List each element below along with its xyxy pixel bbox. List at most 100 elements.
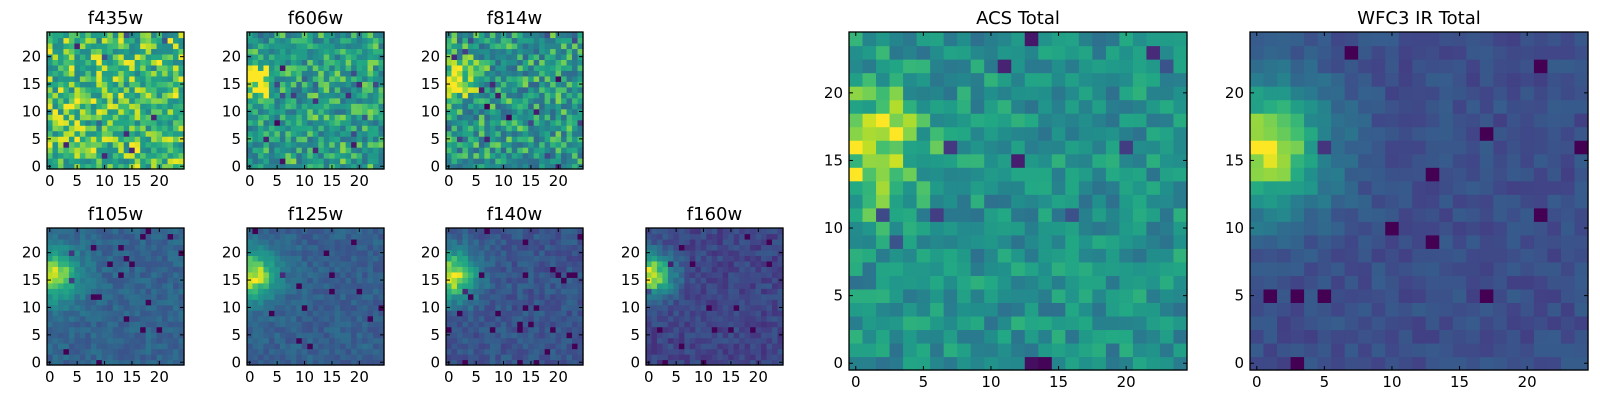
heatmap-cell — [52, 81, 59, 88]
heatmap-cell — [711, 299, 718, 306]
heatmap-cell — [1119, 275, 1134, 290]
heatmap-cell — [362, 266, 369, 273]
heatmap-cell — [85, 315, 92, 322]
heatmap-cell — [577, 337, 584, 344]
heatmap-cell — [500, 244, 507, 251]
heatmap-cell — [140, 32, 147, 39]
heatmap-cell — [90, 81, 97, 88]
heatmap-cell — [1119, 302, 1134, 317]
heatmap-cell — [544, 238, 551, 246]
y-tick-label: 15 — [22, 75, 41, 93]
heatmap-cell — [151, 277, 158, 284]
heatmap-cell — [772, 332, 779, 339]
heatmap-cell — [162, 147, 169, 154]
heatmap-cell — [506, 288, 513, 295]
heatmap-cell — [522, 238, 529, 246]
x-tick-label: 10 — [295, 172, 314, 190]
heatmap-cell — [356, 315, 363, 322]
heatmap-cell — [862, 221, 877, 236]
heatmap-cell — [539, 249, 546, 256]
heatmap-cell — [656, 315, 664, 322]
heatmap-cell — [473, 299, 480, 306]
heatmap-cell — [57, 114, 65, 121]
heatmap-cell — [145, 337, 152, 344]
heatmap-cell — [318, 354, 325, 361]
heatmap-cell — [63, 53, 70, 60]
heatmap-cell — [79, 315, 86, 322]
heatmap-cell — [544, 288, 551, 295]
heatmap-cell — [506, 163, 513, 170]
heatmap-cell — [555, 315, 562, 322]
heatmap-cell — [257, 92, 265, 99]
heatmap-cell — [467, 321, 474, 328]
heatmap-cell — [274, 70, 281, 77]
heatmap-cell — [290, 32, 297, 39]
heatmap-cell — [323, 255, 330, 262]
heatmap-cell — [739, 326, 746, 333]
heatmap-cell — [495, 260, 502, 267]
heatmap-cell — [378, 266, 385, 273]
heatmap-cell — [263, 92, 270, 99]
heatmap-cell — [307, 249, 314, 256]
heatmap-cell — [561, 163, 568, 170]
heatmap-cell — [90, 108, 97, 115]
heatmap-cell — [478, 42, 485, 50]
heatmap-cell — [728, 255, 735, 262]
heatmap-cell — [700, 326, 707, 333]
heatmap-cell — [678, 244, 685, 251]
heatmap-cell — [63, 103, 70, 110]
heatmap-cell — [134, 238, 141, 246]
heatmap-cell — [916, 248, 931, 263]
heatmap-cell — [140, 348, 147, 355]
heatmap-cell — [134, 266, 141, 273]
heatmap-cell — [533, 163, 540, 170]
heatmap-cell — [755, 337, 762, 344]
heatmap-cell — [467, 81, 474, 88]
heatmap-cell — [162, 48, 169, 55]
heatmap-cell — [766, 249, 773, 256]
heatmap-cell — [539, 81, 546, 88]
heatmap-cell — [151, 238, 158, 246]
heatmap-cell — [129, 75, 136, 82]
heatmap-cell — [1159, 221, 1175, 236]
heatmap-cell — [684, 260, 691, 267]
heatmap-cell — [467, 37, 474, 44]
heatmap-cell — [362, 348, 369, 355]
heatmap-cell — [351, 299, 358, 306]
heatmap-cell — [706, 266, 713, 273]
heatmap-cell — [47, 321, 54, 328]
heatmap-cell — [478, 299, 485, 306]
heatmap-cell — [301, 158, 308, 165]
heatmap-cell — [85, 70, 92, 77]
heatmap-cell — [52, 53, 59, 60]
heatmap-cell — [123, 152, 130, 159]
heatmap-cell — [68, 255, 75, 262]
heatmap-cell — [162, 136, 169, 143]
heatmap-cell — [285, 70, 292, 77]
heatmap-cell — [68, 53, 75, 60]
heatmap-cell — [750, 348, 757, 355]
x-tick-label: 10 — [494, 172, 513, 190]
heatmap-cell — [90, 114, 97, 121]
heatmap-cell — [301, 103, 308, 110]
heatmap-cell — [52, 337, 59, 344]
heatmap-cell — [107, 310, 114, 317]
heatmap-cell — [129, 158, 136, 165]
heatmap-cell — [997, 248, 1012, 263]
heatmap-cell — [484, 244, 491, 251]
heatmap-cell — [555, 260, 562, 267]
heatmap-cell — [462, 288, 469, 295]
heatmap-cell — [285, 64, 292, 71]
heatmap-cell — [744, 321, 751, 328]
heatmap-cell — [1065, 356, 1080, 371]
heatmap-cell — [656, 271, 664, 278]
heatmap-cell — [351, 321, 358, 328]
heatmap-cell — [329, 354, 336, 361]
heatmap-cell — [145, 299, 152, 306]
heatmap-cell — [561, 37, 568, 44]
heatmap-cell — [145, 255, 152, 262]
heatmap-cell — [916, 329, 931, 344]
heatmap-cell — [656, 310, 664, 317]
heatmap-cell — [90, 42, 97, 50]
heatmap-cell — [506, 266, 513, 273]
